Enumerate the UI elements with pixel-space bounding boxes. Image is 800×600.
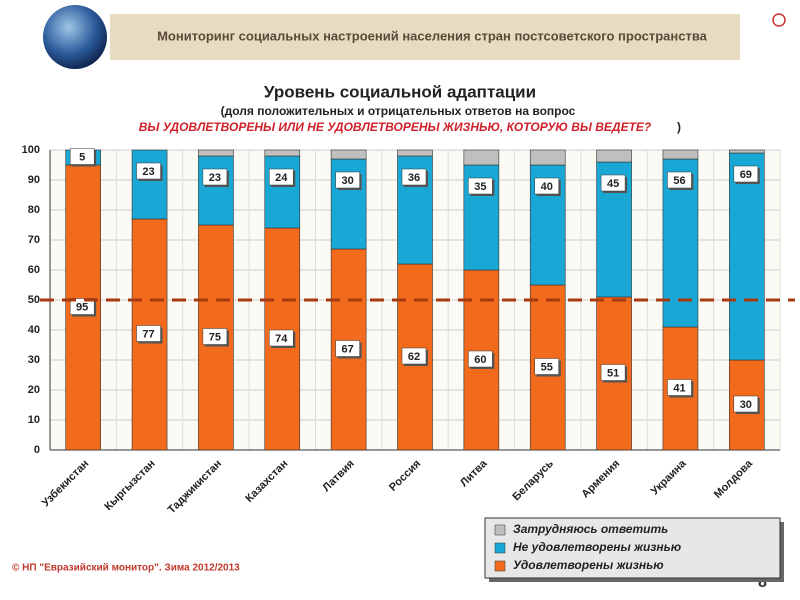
y-tick-label: 0 bbox=[34, 444, 40, 456]
data-label: 74 bbox=[275, 333, 288, 345]
label-box bbox=[667, 171, 692, 189]
x-tick-label: Украина bbox=[649, 457, 689, 497]
bar-segment bbox=[463, 149, 500, 166]
label-box bbox=[468, 177, 493, 195]
x-tick-label: Литва bbox=[458, 457, 490, 489]
y-tick-label: 40 bbox=[28, 324, 40, 336]
chart-subtitle: (доля положительных и отрицательных отве… bbox=[221, 104, 576, 118]
legend-label: Затрудняюсь ответить bbox=[513, 522, 668, 536]
label-box bbox=[600, 174, 626, 192]
label-box bbox=[136, 325, 161, 342]
x-tick-label: Россия bbox=[387, 458, 423, 494]
bar-segment bbox=[330, 149, 367, 160]
x-tick-label: Казахстан bbox=[243, 458, 290, 505]
chart-question: ВЫ УДОВЛЕТВОРЕНЫ ИЛИ НЕ УДОВЛЕТВОРЕНЫ ЖИ… bbox=[139, 120, 652, 134]
footer-source: © НП "Евразийский монитор". Зима 2012/20… bbox=[12, 563, 240, 574]
x-tick-label: Латвия bbox=[320, 458, 356, 494]
x-tick-label: Кыргызстан bbox=[102, 458, 157, 513]
data-label: 51 bbox=[607, 367, 619, 379]
legend-swatch bbox=[494, 524, 506, 536]
bar-segment bbox=[662, 149, 699, 160]
label-box bbox=[468, 350, 493, 368]
bar-segment bbox=[729, 149, 765, 154]
y-tick-label: 60 bbox=[28, 264, 40, 276]
header-title: Мониторинг социальных настроений населен… bbox=[157, 28, 708, 43]
label-box bbox=[202, 328, 228, 345]
data-label: 40 bbox=[541, 181, 553, 193]
label-box bbox=[534, 177, 559, 195]
label-box bbox=[69, 298, 95, 315]
data-label: 45 bbox=[607, 178, 619, 190]
label-box bbox=[269, 168, 294, 186]
label-box bbox=[335, 171, 360, 189]
y-tick-label: 90 bbox=[28, 174, 40, 186]
bar-segment bbox=[131, 149, 168, 220]
y-tick-label: 10 bbox=[28, 414, 40, 426]
x-tick-label: Армения bbox=[579, 458, 622, 501]
data-label: 75 bbox=[209, 331, 221, 343]
label-box bbox=[401, 347, 427, 365]
data-label: 30 bbox=[342, 175, 354, 187]
x-tick-label: Узбекистан bbox=[40, 458, 92, 510]
chart-title: Уровень социальной адаптации bbox=[264, 82, 536, 101]
globe-icon bbox=[43, 5, 107, 69]
data-label: 36 bbox=[408, 172, 420, 184]
label-box bbox=[733, 395, 759, 413]
legend-label: Не удовлетворены жизнью bbox=[513, 540, 681, 554]
legend-swatch bbox=[494, 560, 506, 572]
label-box bbox=[733, 165, 759, 183]
label-box bbox=[401, 168, 427, 186]
label-box bbox=[202, 168, 228, 186]
data-label: 23 bbox=[209, 172, 221, 184]
data-label: 35 bbox=[474, 181, 486, 193]
y-tick-label: 20 bbox=[28, 384, 40, 396]
bar-segment bbox=[198, 155, 234, 226]
y-tick-label: 100 bbox=[22, 144, 40, 156]
label-box bbox=[667, 379, 692, 396]
y-tick-label: 80 bbox=[28, 204, 40, 216]
label-box bbox=[534, 358, 559, 375]
y-tick-label: 50 bbox=[28, 294, 40, 306]
data-label: 55 bbox=[541, 361, 553, 373]
legend-swatch bbox=[494, 542, 506, 554]
x-tick-label: Молдова bbox=[712, 457, 756, 501]
bar-segment bbox=[264, 149, 301, 157]
x-tick-label: Беларусь bbox=[510, 458, 556, 504]
y-tick-label: 70 bbox=[28, 234, 40, 246]
chart-question-close: ) bbox=[677, 120, 681, 134]
header-banner bbox=[110, 14, 740, 60]
data-label: 67 bbox=[342, 343, 354, 355]
bar-segment bbox=[198, 149, 234, 157]
bar-segment bbox=[529, 149, 566, 166]
label-box bbox=[136, 162, 161, 180]
bar-segment bbox=[596, 149, 632, 163]
bar-segment bbox=[397, 149, 433, 157]
data-label: 60 bbox=[474, 354, 486, 366]
bar-segment bbox=[729, 152, 765, 361]
data-label: 62 bbox=[408, 351, 420, 363]
legend bbox=[484, 517, 781, 579]
label-box bbox=[600, 364, 626, 381]
x-tick-label: Таджикистан bbox=[166, 458, 224, 516]
data-label: 24 bbox=[275, 172, 288, 184]
data-label: 95 bbox=[76, 301, 88, 313]
data-label: 56 bbox=[673, 175, 685, 187]
data-label: 23 bbox=[142, 166, 154, 178]
data-label: 41 bbox=[673, 382, 685, 394]
label-box bbox=[335, 340, 360, 357]
data-label: 77 bbox=[142, 328, 154, 340]
label-box bbox=[269, 329, 294, 347]
data-label: 69 bbox=[740, 169, 752, 181]
legend-label: Удовлетворены жизнью bbox=[513, 558, 664, 572]
label-box bbox=[69, 148, 95, 165]
data-label: 30 bbox=[740, 399, 752, 411]
bar-segment bbox=[264, 155, 301, 229]
data-label: 5 bbox=[79, 151, 85, 163]
y-tick-label: 30 bbox=[28, 354, 40, 366]
page-number: 8 bbox=[758, 574, 767, 591]
close-icon[interactable] bbox=[772, 13, 786, 27]
